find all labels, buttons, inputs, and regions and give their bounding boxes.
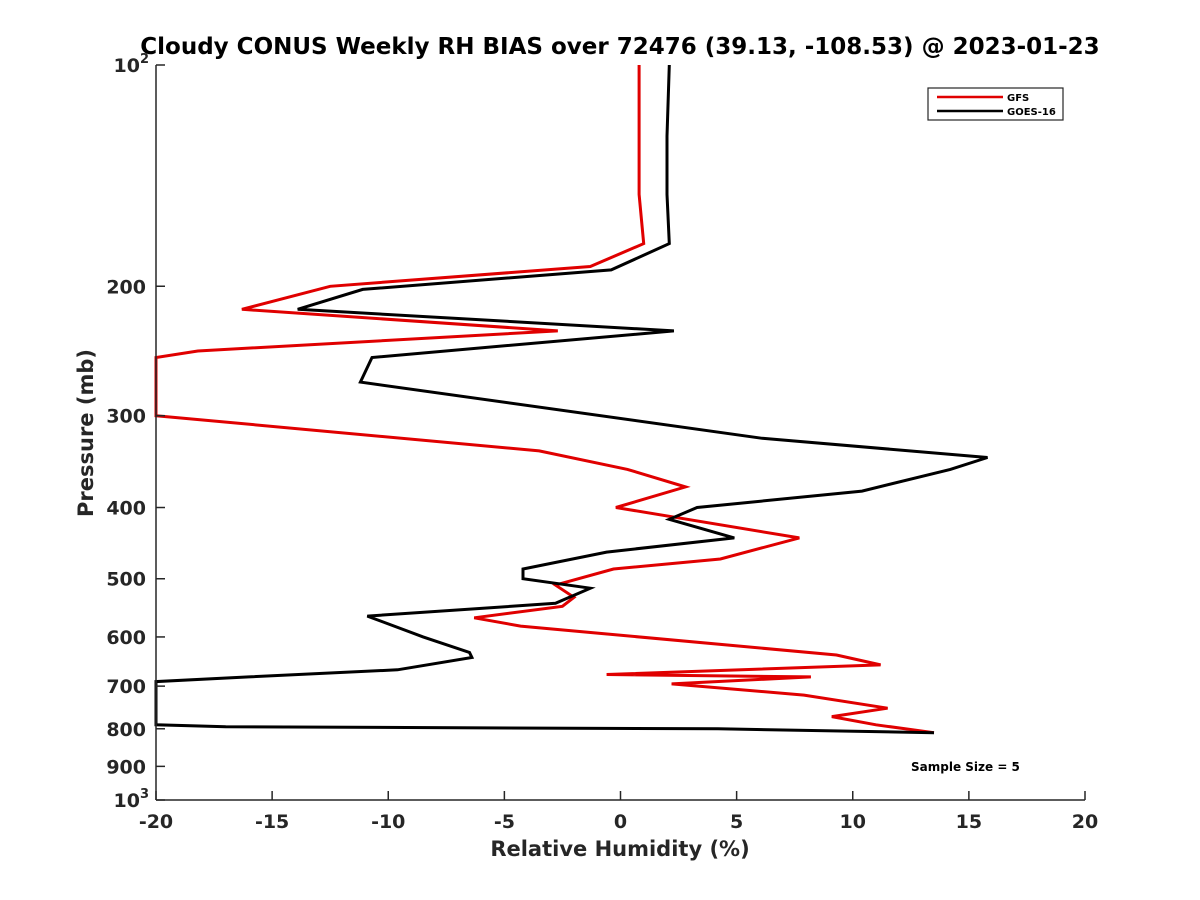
y-tick-label: 300 [106, 406, 146, 428]
y-tick-label: 103 [114, 787, 150, 812]
y-tick-label: 102 [114, 52, 150, 77]
x-tick-label: 0 [614, 811, 627, 833]
series-line-goes16 [154, 64, 988, 735]
chart-title: Cloudy CONUS Weekly RH BIAS over 72476 (… [140, 34, 1099, 60]
legend-label-gfs: GFS [1007, 93, 1029, 104]
x-tick-label: 5 [730, 811, 743, 833]
y-tick-label: 600 [106, 627, 146, 649]
x-tick-label: -15 [255, 811, 289, 833]
y-tick-label: 900 [106, 756, 146, 778]
series-line-gfs [154, 65, 935, 735]
y-tick-label: 700 [106, 676, 146, 698]
x-tick-label: 10 [840, 811, 866, 833]
x-tick-label: -10 [371, 811, 405, 833]
y-tick-label: 500 [106, 569, 146, 591]
x-tick-label: 20 [1072, 811, 1098, 833]
x-tick-label: -20 [139, 811, 173, 833]
plot-series [154, 64, 988, 735]
y-ticks: 102 200 300 400 500 600 700 800 900 103 [106, 52, 165, 812]
y-tick-label: 200 [106, 276, 146, 298]
axes [155, 65, 1085, 801]
x-tick-label: 15 [956, 811, 982, 833]
x-ticks: -20 -15 -10 -5 0 5 10 15 20 [139, 791, 1098, 833]
x-axis-label: Relative Humidity (%) [490, 837, 749, 861]
y-tick-label: 400 [106, 498, 146, 520]
y-tick-label: 800 [106, 719, 146, 741]
x-tick-label: -5 [494, 811, 515, 833]
legend: GFS GOES-16 [927, 87, 1064, 121]
legend-label-goes16: GOES-16 [1007, 107, 1056, 118]
y-axis-label: Pressure (mb) [74, 349, 98, 517]
sample-size-annotation: Sample Size = 5 [911, 760, 1020, 774]
legend-box [927, 87, 1064, 121]
